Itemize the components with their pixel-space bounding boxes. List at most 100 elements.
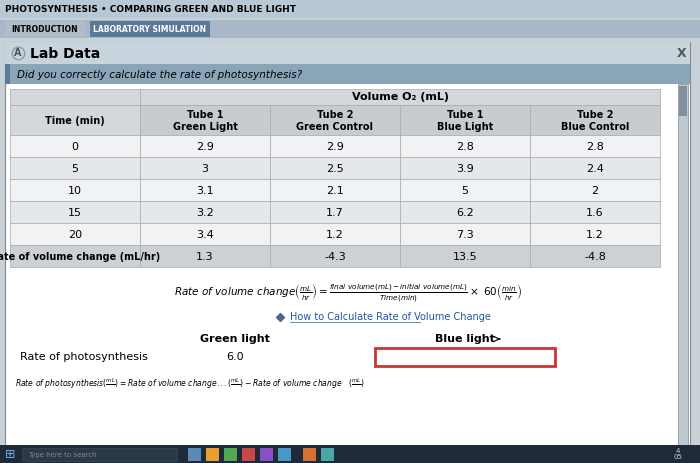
FancyBboxPatch shape [10,157,140,179]
Text: Lab Data: Lab Data [30,46,100,61]
FancyBboxPatch shape [400,157,530,179]
Text: Time (min): Time (min) [45,115,105,125]
FancyBboxPatch shape [375,348,555,366]
FancyBboxPatch shape [0,0,700,18]
Text: INTRODUCTION: INTRODUCTION [12,25,78,33]
FancyBboxPatch shape [242,448,255,461]
Text: PHOTOSYNTHESIS • COMPARING GREEN AND BLUE LIGHT: PHOTOSYNTHESIS • COMPARING GREEN AND BLU… [5,6,296,14]
FancyBboxPatch shape [10,135,140,157]
FancyBboxPatch shape [5,64,10,84]
Text: 3.4: 3.4 [196,230,214,239]
Text: 1.6: 1.6 [586,207,604,218]
Text: 15: 15 [68,207,82,218]
FancyBboxPatch shape [0,20,700,38]
FancyBboxPatch shape [270,105,400,135]
FancyBboxPatch shape [10,223,140,245]
Text: 0: 0 [71,142,78,151]
Text: ⊞: ⊞ [5,448,15,461]
FancyBboxPatch shape [530,245,660,267]
Text: Tube 2: Tube 2 [316,110,354,120]
FancyBboxPatch shape [530,135,660,157]
Text: Tube 2: Tube 2 [577,110,613,120]
Text: 2.8: 2.8 [456,142,474,151]
FancyBboxPatch shape [10,89,140,105]
FancyBboxPatch shape [530,105,660,135]
FancyBboxPatch shape [400,245,530,267]
Text: 5: 5 [71,163,78,174]
Text: A: A [14,49,22,58]
Text: LABORATORY SIMULATION: LABORATORY SIMULATION [93,25,206,33]
FancyBboxPatch shape [678,84,688,447]
FancyBboxPatch shape [140,89,660,105]
Text: Tube 1: Tube 1 [187,110,223,120]
Text: 7.3: 7.3 [456,230,474,239]
Text: X: X [677,47,687,60]
FancyBboxPatch shape [90,21,210,37]
Text: 2.9: 2.9 [196,142,214,151]
FancyBboxPatch shape [140,245,270,267]
Text: $\mathit{Rate\ of\ photosynthesis}\left(\frac{mL}{\ \ }\right)= \mathit{Rate\ of: $\mathit{Rate\ of\ photosynthesis}\left(… [15,377,365,391]
Text: 3: 3 [202,163,209,174]
Text: 05: 05 [673,454,682,460]
FancyBboxPatch shape [270,201,400,223]
Text: Did you correctly calculate the rate of photosynthesis?: Did you correctly calculate the rate of … [17,69,302,80]
FancyBboxPatch shape [400,201,530,223]
Text: Blue light: Blue light [435,334,495,344]
FancyBboxPatch shape [206,448,219,461]
Text: 10: 10 [68,186,82,195]
FancyBboxPatch shape [140,135,270,157]
Text: $\mathit{Rate\ of\ volume\ change}\left(\frac{mL}{hr}\right)= \frac{\mathit{fina: $\mathit{Rate\ of\ volume\ change}\left(… [174,282,522,304]
FancyBboxPatch shape [679,86,687,116]
Text: 2.5: 2.5 [326,163,344,174]
FancyBboxPatch shape [530,201,660,223]
FancyBboxPatch shape [140,201,270,223]
Text: 4: 4 [676,448,680,454]
FancyBboxPatch shape [5,42,690,447]
Text: Green Light: Green Light [173,122,237,132]
FancyBboxPatch shape [260,448,273,461]
Text: -4.3: -4.3 [324,251,346,262]
Text: Volume O₂ (mL): Volume O₂ (mL) [351,93,449,102]
FancyBboxPatch shape [5,64,690,84]
Text: 2.1: 2.1 [326,186,344,195]
FancyBboxPatch shape [270,179,400,201]
Text: 1.7: 1.7 [326,207,344,218]
FancyBboxPatch shape [400,135,530,157]
Text: 2.9: 2.9 [326,142,344,151]
FancyBboxPatch shape [530,157,660,179]
Text: 2.8: 2.8 [586,142,604,151]
FancyBboxPatch shape [5,42,690,64]
FancyBboxPatch shape [321,448,334,461]
FancyBboxPatch shape [224,448,237,461]
FancyBboxPatch shape [140,179,270,201]
FancyBboxPatch shape [303,448,316,461]
Text: Rate of volume change (mL/hr): Rate of volume change (mL/hr) [0,251,160,262]
FancyBboxPatch shape [10,105,140,135]
Text: 3.2: 3.2 [196,207,214,218]
FancyBboxPatch shape [140,223,270,245]
Text: 2.4: 2.4 [586,163,604,174]
FancyBboxPatch shape [140,105,270,135]
FancyBboxPatch shape [188,448,201,461]
FancyBboxPatch shape [10,245,140,267]
Text: 1.2: 1.2 [586,230,604,239]
FancyBboxPatch shape [0,445,700,463]
FancyBboxPatch shape [530,223,660,245]
Text: Green Control: Green Control [297,122,374,132]
Text: 20: 20 [68,230,82,239]
FancyBboxPatch shape [530,179,660,201]
Text: Blue Control: Blue Control [561,122,629,132]
Text: 3.9: 3.9 [456,163,474,174]
Text: 13.5: 13.5 [453,251,477,262]
Text: 6.2: 6.2 [456,207,474,218]
FancyBboxPatch shape [270,157,400,179]
FancyBboxPatch shape [400,179,530,201]
FancyBboxPatch shape [140,157,270,179]
FancyBboxPatch shape [278,448,291,461]
Text: 1.3: 1.3 [196,251,214,262]
Text: 1.2: 1.2 [326,230,344,239]
Text: 2: 2 [592,186,598,195]
Text: Type here to search: Type here to search [28,451,97,457]
Text: -4.8: -4.8 [584,251,606,262]
FancyBboxPatch shape [270,223,400,245]
